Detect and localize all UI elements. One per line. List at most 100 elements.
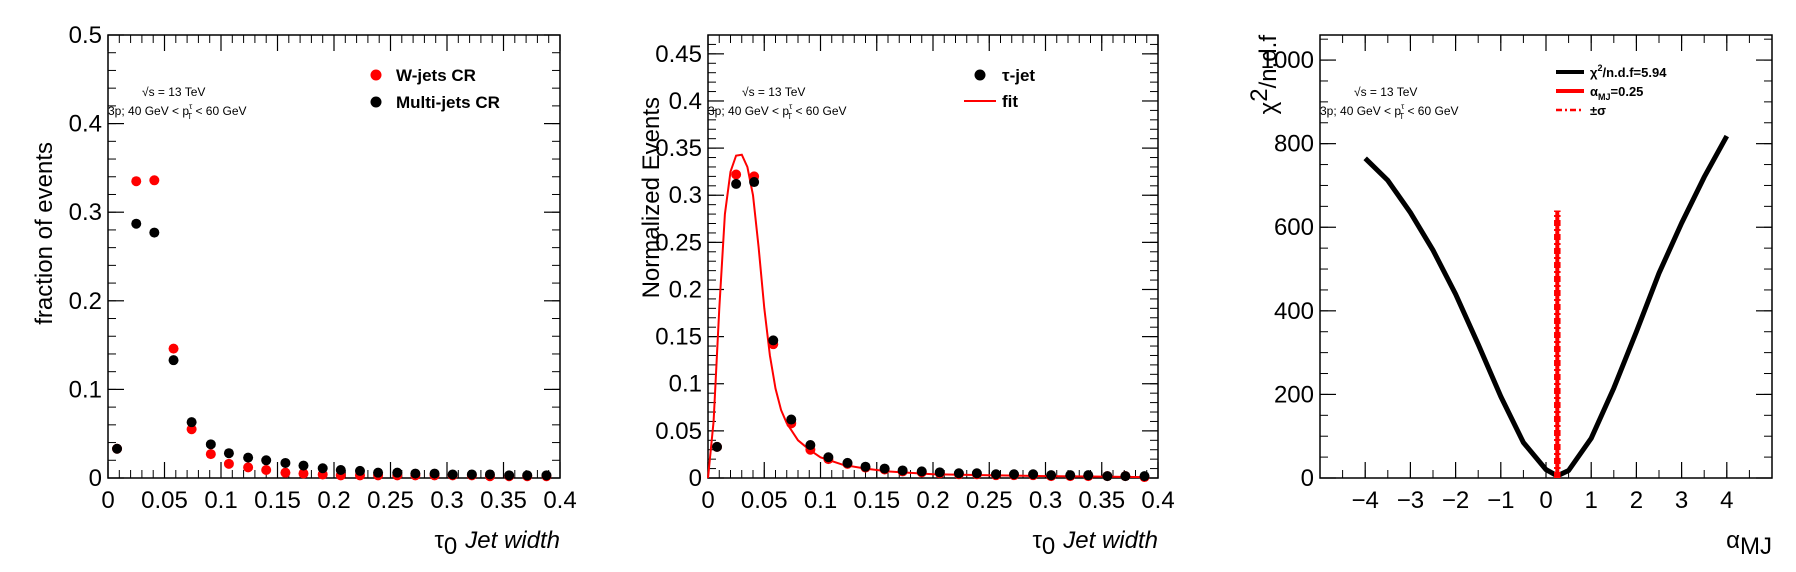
legend-label-tau-jet: τ-jet xyxy=(1002,66,1035,85)
y-tick-label: 1000 xyxy=(1261,47,1314,74)
plot-frame xyxy=(707,34,1159,479)
y-tick-label: 0.2 xyxy=(69,288,102,315)
energy-annotation: √s = 13 TeV 3p; 40 GeV < pτ T < 60 GeV xyxy=(708,85,847,121)
x-tick-label: 0.1 xyxy=(204,487,237,514)
point-multi-jets-cr xyxy=(317,463,328,474)
point-multi-jets-cr xyxy=(447,469,458,480)
x-tick-labels: 0 0.05 0.1 0.15 0.2 0.25 0.3 0.35 0.4 xyxy=(101,487,576,514)
x-tick-label: 3 xyxy=(1675,487,1688,514)
y-tick-label: 0.05 xyxy=(655,418,702,445)
x-tick-label: 0.2 xyxy=(317,487,350,514)
point-multi-jets-cr xyxy=(280,457,291,468)
y-tick-label: 0 xyxy=(89,465,102,492)
point-tau-jet xyxy=(879,463,890,474)
point-multi-jets-cr xyxy=(131,218,142,229)
x-tick-label: 0.4 xyxy=(543,487,576,514)
point-tau-jet xyxy=(1102,471,1113,482)
x-tick-label: 0.4 xyxy=(1141,487,1174,514)
point-tau-jet xyxy=(1120,471,1131,482)
svg-text:3p; 40 GeV < pτT < 60 GeV: 3p; 40 GeV < pτ T < 60 GeV xyxy=(708,102,847,121)
y-tick-label: 0.45 xyxy=(655,41,702,68)
point-w-jets-cr xyxy=(280,467,291,478)
x-axis-title: τ0 Jet width xyxy=(1032,527,1158,560)
legend-label-fit: fit xyxy=(1002,92,1018,111)
energy-annotation: √s = 13 TeV 3p; 40 GeV < pτ T < 60 GeV xyxy=(108,85,247,121)
y-tick-label: 200 xyxy=(1274,381,1314,408)
point-multi-jets-cr xyxy=(168,355,179,366)
fit-curve xyxy=(707,153,1147,479)
point-w-jets-cr xyxy=(186,424,197,435)
point-tau-jet xyxy=(749,177,760,188)
point-tau-jet xyxy=(860,461,871,472)
y-tick-label: 400 xyxy=(1274,298,1314,325)
point-multi-jets-cr xyxy=(149,227,160,238)
svg-text:√s = 13 TeV: √s = 13 TeV xyxy=(742,85,805,99)
point-multi-jets-cr xyxy=(298,460,309,471)
legend-label-sigma: ±σ xyxy=(1590,103,1606,118)
y-tick-labels: 0 200 400 600 800 1000 xyxy=(1261,47,1314,492)
x-tick-label: 0 xyxy=(101,487,114,514)
panel-normalized-events: 00.050.10.150.20.250.30.350.40.45 0 0.05 0… xyxy=(638,34,1175,560)
legend-label-chi2: χ2/n.d.f=5.94 xyxy=(1590,63,1667,80)
chi2-curve xyxy=(1363,134,1729,479)
energy-annotation: √s = 13 TeV 3p; 40 GeV < pτ T < 60 GeV xyxy=(1320,85,1459,121)
legend-marker-tau-jet xyxy=(974,69,986,81)
y-tick-label: 0.3 xyxy=(69,199,102,226)
x-tick-label: 0.3 xyxy=(1029,487,1062,514)
legend-marker-w-jets xyxy=(370,69,382,81)
x-axis-title: τ0 Jet width xyxy=(434,527,560,560)
point-w-jets-cr xyxy=(131,176,142,187)
y-tick-label: 0.3 xyxy=(669,182,702,209)
y-tick-labels: 0 0.1 0.2 0.3 0.4 0.5 xyxy=(69,22,102,492)
point-tau-jet xyxy=(1083,470,1094,481)
point-multi-jets-cr xyxy=(392,467,403,478)
y-tick-label: 0.15 xyxy=(655,324,702,351)
point-w-jets-cr xyxy=(149,175,160,186)
point-multi-jets-cr xyxy=(504,470,515,481)
point-multi-jets-cr xyxy=(205,439,216,450)
point-multi-jets-cr xyxy=(186,417,197,428)
svg-text:√s = 13 TeV: √s = 13 TeV xyxy=(1354,85,1417,99)
panel-fraction-of-events: 00.10.20.30.40.5 0 0.05 0.1 0.15 0.2 0.25 0.3 0… xyxy=(31,22,577,560)
point-multi-jets-cr xyxy=(223,448,234,459)
point-tau-jet xyxy=(897,465,908,476)
panel-chi2-scan: 0 200 400 600 800 1000 −4 −3 −2 −1 0 1 2 3 4 χ2/n.d.f… xyxy=(1246,34,1773,560)
point-tau-jet xyxy=(1065,470,1076,481)
legend-label-w-jets: W-jets CR xyxy=(396,66,476,85)
data-points xyxy=(712,169,1150,483)
x-tick-label: 0.05 xyxy=(141,487,188,514)
point-w-jets-cr xyxy=(205,449,216,460)
point-w-jets-cr xyxy=(168,343,179,354)
y-tick-label: 800 xyxy=(1274,131,1314,158)
point-tau-jet xyxy=(805,440,816,451)
x-tick-label: −2 xyxy=(1442,487,1469,514)
x-tick-label: 0.3 xyxy=(430,487,463,514)
point-tau-jet xyxy=(731,178,742,189)
point-tau-jet xyxy=(1046,470,1057,481)
point-multi-jets-cr xyxy=(373,467,384,478)
point-tau-jet xyxy=(768,335,779,346)
tick-marks xyxy=(1319,35,1773,479)
y-tick-label: 0.5 xyxy=(69,22,102,49)
y-axis-title: χ2/n.d.f xyxy=(1246,35,1282,115)
x-tick-label: 0.35 xyxy=(480,487,527,514)
point-multi-jets-cr xyxy=(429,468,440,479)
legend: χ2/n.d.f=5.94 αMJ=0.25 ±σ xyxy=(1556,63,1667,118)
legend: W-jets CR Multi-jets CR xyxy=(370,66,500,112)
x-tick-label: 0.25 xyxy=(367,487,414,514)
x-tick-label: 0.2 xyxy=(916,487,949,514)
x-tick-label: −1 xyxy=(1487,487,1514,514)
x-tick-label: 0.15 xyxy=(853,487,900,514)
y-tick-label: 0 xyxy=(1301,465,1314,492)
point-tau-jet xyxy=(934,467,945,478)
y-tick-label: 0.4 xyxy=(669,88,702,115)
y-tick-label: 0 xyxy=(689,465,702,492)
point-tau-jet xyxy=(953,468,964,479)
point-multi-jets-cr xyxy=(243,452,254,463)
point-w-jets-cr xyxy=(243,462,254,473)
point-multi-jets-cr xyxy=(354,465,365,476)
point-tau-jet xyxy=(1009,469,1019,480)
point-multi-jets-cr xyxy=(410,468,421,479)
svg-text:3p; 40 GeV < pτT < 60 GeV: 3p; 40 GeV < pτ T < 60 GeV xyxy=(108,102,247,121)
point-multi-jets-cr xyxy=(522,470,533,481)
